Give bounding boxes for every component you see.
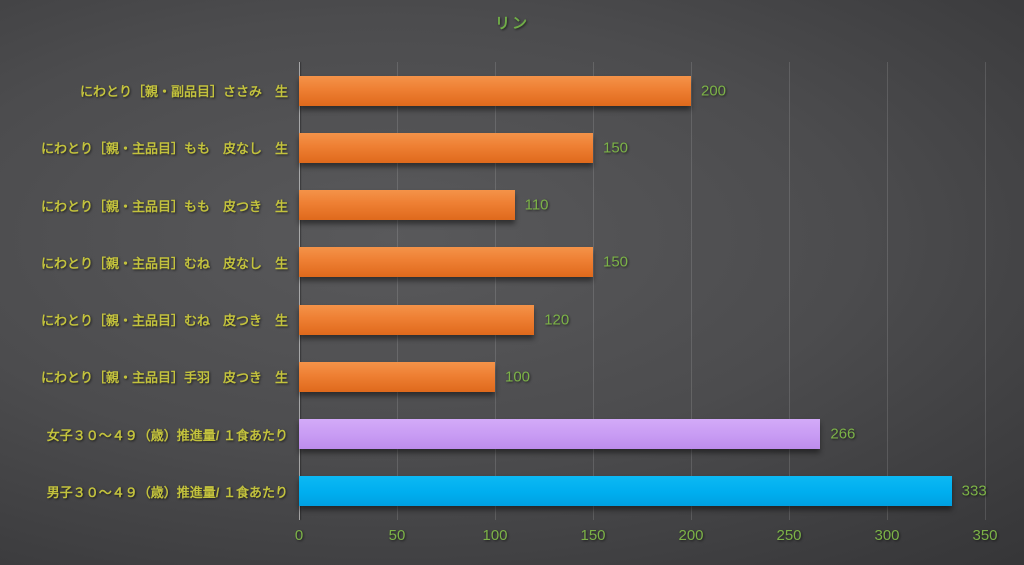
bar-row: 150	[299, 119, 985, 176]
bar-value-label: 150	[603, 139, 629, 157]
gridline	[985, 62, 986, 520]
category-label: にわとり［親・主品目］むね 皮なし 生	[40, 255, 288, 271]
gridline	[495, 62, 496, 520]
gridline	[593, 62, 594, 520]
gridline	[789, 62, 790, 520]
gridline	[691, 62, 692, 520]
bar-male	[299, 476, 952, 507]
category-label: 女子３０～４９（歳）推進量/ １食あたり	[46, 427, 288, 443]
bar-value-label: 200	[701, 82, 727, 100]
bar-value-label: 120	[544, 311, 570, 329]
bar-item	[299, 75, 691, 106]
bar-female	[299, 419, 821, 450]
bar-item	[299, 132, 593, 163]
bar-row: 266	[299, 406, 985, 463]
gridline	[397, 62, 398, 520]
category-label: にわとり［親・主品目］もも 皮なし 生	[40, 141, 288, 157]
x-tick-label: 250	[776, 527, 802, 544]
x-tick-label: 100	[482, 527, 508, 544]
bar-value-label: 100	[505, 368, 531, 386]
bar-value-label: 266	[830, 425, 856, 443]
bar-row: 110	[299, 177, 985, 234]
x-tick-label: 50	[388, 527, 406, 544]
category-label: にわとり［親・副品目］ささみ 生	[79, 84, 288, 100]
bar-item	[299, 304, 535, 335]
bar-row: 333	[299, 463, 987, 520]
category-label: にわとり［親・主品目］むね 皮つき 生	[40, 313, 288, 329]
plot-area: 200 150 110 150 120 100 266 333	[299, 62, 987, 520]
x-tick-label: 300	[874, 527, 900, 544]
bar-item	[299, 190, 515, 221]
bar-value-label: 150	[603, 253, 629, 271]
chart-title: リン	[494, 15, 529, 32]
x-axis-tick-labels: 0 50 100 150 200 250 300 350	[295, 527, 998, 551]
category-label: 男子３０～４９（歳）推進量/ １食あたり	[46, 484, 288, 500]
category-label: にわとり［親・主品目］もも 皮つき 生	[40, 198, 288, 214]
category-label: にわとり［親・主品目］手羽 皮つき 生	[40, 370, 288, 386]
bar-item	[299, 247, 593, 278]
gridline	[887, 62, 888, 520]
bar-row: 100	[299, 348, 985, 405]
bar-item	[299, 361, 495, 392]
bar-row: 200	[299, 62, 985, 119]
bar-row: 120	[299, 291, 985, 348]
y-axis-category-labels: にわとり［親・副品目］ささみ 生にわとり［親・主品目］もも 皮なし 生にわとり［…	[0, 62, 288, 520]
bar-row: 150	[299, 234, 985, 291]
x-tick-label: 150	[580, 527, 606, 544]
bar-value-label: 333	[961, 482, 987, 500]
x-tick-label: 350	[972, 527, 998, 544]
x-tick-label: 200	[678, 527, 704, 544]
y-axis-line	[299, 62, 300, 520]
x-tick-label: 0	[294, 527, 304, 544]
bar-value-label: 110	[524, 196, 549, 214]
